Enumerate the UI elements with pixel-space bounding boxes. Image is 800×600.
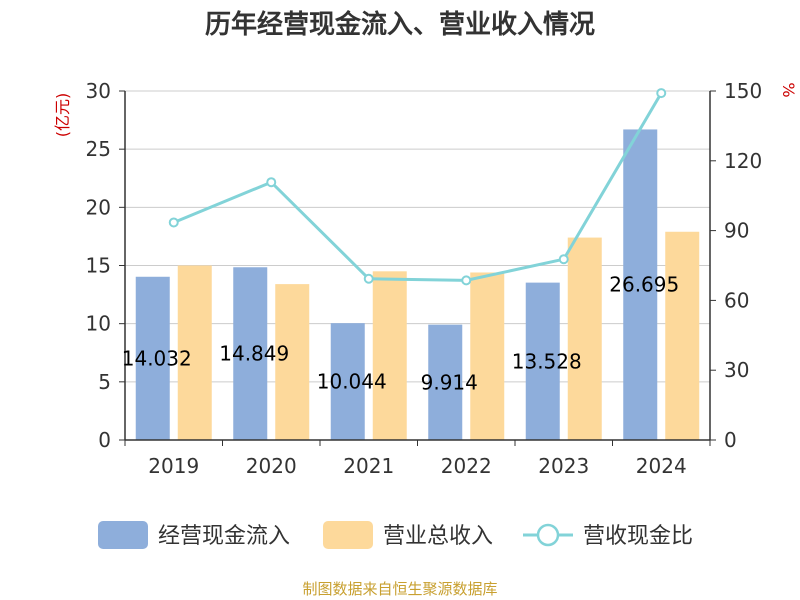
data-label-cash-inflow: 26.695	[609, 273, 679, 297]
y-left-tick-label: 30	[86, 79, 111, 103]
point-ratio	[266, 177, 277, 188]
legend: 经营现金流入 营业总收入 营收现金比	[98, 521, 693, 549]
bar-cash-inflow	[525, 282, 560, 440]
y-right-tick-label: 60	[724, 288, 749, 312]
y-left-tick-label: 5	[98, 370, 111, 394]
bar-cash-inflow	[330, 323, 365, 440]
bar-revenue	[470, 272, 505, 440]
y-right-tick-label: 30	[724, 358, 749, 382]
bar-cash-inflow	[428, 324, 463, 440]
y-right-tick-label: 150	[724, 79, 762, 103]
point-ratio	[558, 254, 569, 265]
legend-swatch-revenue	[323, 521, 373, 549]
y-left-unit: (亿元)	[53, 93, 72, 138]
bar-revenue	[177, 265, 212, 440]
y-right-tick-label: 90	[724, 219, 749, 243]
bar-revenue	[665, 231, 700, 440]
y-left-tick-label: 15	[86, 254, 111, 278]
x-tick-label: 2024	[636, 454, 687, 478]
data-labels: 14.032 14.849 10.044 9.914 13.528 26.695	[122, 273, 679, 395]
x-tick-label: 2019	[148, 454, 199, 478]
x-tick-label: 2020	[246, 454, 297, 478]
legend-label-cash-inflow: 经营现金流入	[158, 524, 290, 549]
data-label-cash-inflow: 13.528	[512, 349, 582, 373]
x-tick-label: 2023	[538, 454, 589, 478]
data-label-cash-inflow: 10.044	[317, 370, 387, 394]
bar-revenue	[567, 237, 602, 440]
bar-cash-inflow	[623, 129, 658, 440]
bars	[135, 129, 700, 440]
data-label-cash-inflow: 9.914	[421, 370, 478, 394]
grid	[125, 90, 710, 383]
legend-swatch-cash-inflow	[98, 521, 148, 549]
x-tick-label: 2022	[441, 454, 492, 478]
bar-revenue	[275, 284, 310, 440]
source-note: 制图数据来自恒生聚源数据库	[302, 580, 497, 598]
y-left-tick-label: 20	[86, 195, 111, 219]
chart-title: 历年经营现金流入、营业收入情况	[205, 9, 595, 40]
y-left-tick-label: 25	[86, 137, 111, 161]
y-left-tick-label: 10	[86, 312, 111, 336]
y-right-tick-label: 0	[724, 428, 737, 452]
y-left-tick-label: 0	[98, 428, 111, 452]
bar-cash-inflow	[135, 276, 170, 440]
data-label-cash-inflow: 14.032	[122, 346, 192, 370]
line-ratio	[173, 92, 663, 282]
point-ratio	[363, 273, 374, 284]
legend-label-ratio: 营收现金比	[583, 524, 693, 549]
point-ratio	[168, 217, 179, 228]
legend-label-revenue: 营业总收入	[383, 524, 493, 549]
point-ratio	[461, 275, 472, 286]
legend-marker-ratio	[536, 523, 560, 547]
ratio-line	[168, 88, 667, 286]
y-right-unit: %	[779, 82, 798, 97]
x-tick-label: 2021	[343, 454, 394, 478]
bar-revenue	[372, 271, 407, 440]
bar-cash-inflow	[233, 267, 268, 440]
axes: 0 5 10 15 20 25 30 0 30 60 90 120 150 2019 2020 2021 202…	[86, 79, 763, 478]
data-label-cash-inflow: 14.849	[219, 342, 289, 366]
point-ratio	[656, 88, 667, 99]
y-right-tick-label: 120	[724, 149, 762, 173]
